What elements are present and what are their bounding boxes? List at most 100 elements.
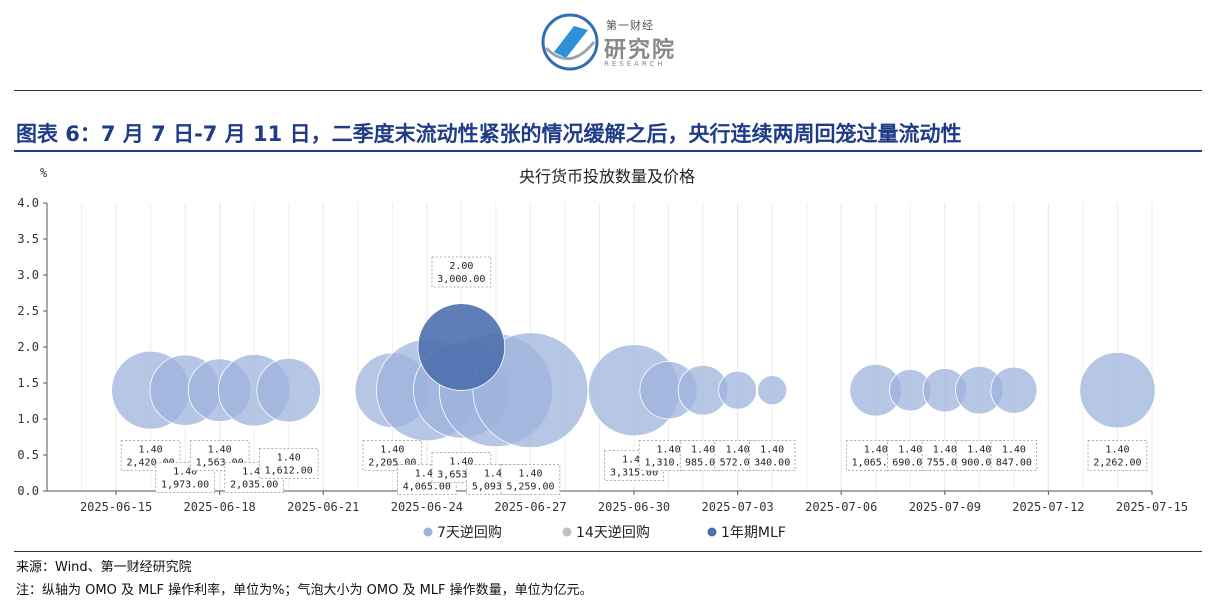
label-box — [748, 440, 796, 472]
bubble-7d-reverse-repo — [990, 366, 1038, 414]
bubble-chart: 央行货币投放数量及价格 % 0.0 0.5 1.0 1.5 2.0 2.5 3.0 3.5 4.… — [0, 155, 1214, 545]
label-amount: 847.00 — [996, 458, 1032, 469]
logo-big-text: 研究院 — [604, 38, 677, 63]
data-label-7d: 1.40 5,259.00 — [500, 464, 561, 496]
axis-note: 注：纵轴为 OMO 及 MLF 操作利率，单位为%；气泡大小为 OMO 及 ML… — [16, 583, 593, 598]
x-tick-label: 2025-06-27 — [494, 500, 566, 514]
bubble-7d-reverse-repo — [256, 357, 321, 423]
label-rate: 1.40 — [484, 469, 508, 480]
chart-title: 央行货币投放数量及价格 — [519, 167, 695, 186]
label-rate: 1.40 — [415, 469, 439, 480]
label-rate: 1.40 — [1105, 445, 1129, 456]
label-rate: 1.40 — [864, 445, 888, 456]
label-rate: 1.40 — [173, 467, 197, 478]
label-rate: 1.40 — [139, 445, 163, 456]
label-amount: 2,420.00 — [127, 458, 175, 469]
data-label-7d: 1.40 2,262.00 — [1087, 440, 1148, 472]
label-amount: 572.00 — [720, 458, 756, 469]
logo-small-text: 第一财经 — [606, 19, 654, 32]
x-tick-label: 2025-06-15 — [80, 500, 152, 514]
figure-title: 图表 6：7 月 7 日-7 月 11 日，二季度末流动性紧张的情况缓解之后，央… — [16, 122, 962, 146]
y-tick-label: 0.5 — [17, 448, 39, 462]
y-tick-label: 3.0 — [17, 268, 39, 282]
x-tick-label: 2025-07-06 — [805, 500, 877, 514]
logo-emblem-icon — [541, 13, 599, 71]
label-rate: 1.40 — [380, 445, 404, 456]
label-amount: 1,065.00 — [852, 458, 900, 469]
y-axis-unit: % — [40, 166, 48, 180]
x-tick-label: 2025-07-09 — [909, 500, 981, 514]
y-axis: 0.0 0.5 1.0 1.5 2.0 2.5 3.0 3.5 4.0 — [17, 196, 48, 498]
logo-sub-text: RESEARCH — [604, 60, 666, 68]
bubble-7d-reverse-repo — [757, 375, 788, 406]
label-amount: 340.00 — [754, 458, 790, 469]
label-rate: 1.40 — [622, 455, 646, 466]
label-amount: 1,612.00 — [265, 466, 313, 477]
label-amount: 2,035.00 — [230, 480, 278, 491]
data-label-7d: 1.40 340.00 — [748, 440, 796, 472]
label-box — [990, 440, 1038, 472]
label-box — [258, 448, 319, 480]
legend-marker — [423, 527, 433, 537]
data-label-7d: 1.40 847.00 — [990, 440, 1038, 472]
source-note: 来源：Wind、第一财经研究院 — [16, 560, 192, 575]
x-tick-label: 2025-06-30 — [598, 500, 670, 514]
bubble-1y-mlf — [417, 303, 506, 391]
label-rate: 1.40 — [518, 469, 542, 480]
x-tick-label: 2025-06-24 — [391, 500, 463, 514]
data-labels: 1.402,420.001.401,973.001.401,563.001.40… — [120, 256, 1148, 496]
y-tick-label: 4.0 — [17, 196, 39, 210]
label-rate: 1.40 — [449, 457, 473, 468]
y-tick-label: 3.5 — [17, 232, 39, 246]
label-rate: 1.40 — [726, 445, 750, 456]
label-amount: 1,310.00 — [644, 458, 692, 469]
label-amount: 4,065.00 — [403, 482, 451, 493]
x-tick-label: 2025-06-18 — [184, 500, 256, 514]
y-tick-label: 2.5 — [17, 304, 39, 318]
label-rate: 1.40 — [691, 445, 715, 456]
label-amount: 3,653.00 — [437, 470, 485, 481]
label-box — [431, 256, 492, 288]
y-tick-label: 1.0 — [17, 412, 39, 426]
x-tick-label: 2025-06-21 — [287, 500, 359, 514]
label-box — [189, 440, 250, 472]
label-rate: 1.40 — [277, 453, 301, 464]
data-label-mlf: 2.00 3,000.00 — [431, 256, 492, 288]
label-rate: 1.40 — [898, 445, 922, 456]
bubble-7d-reverse-repo — [718, 370, 757, 410]
data-label-7d: 1.40 1,563.00 — [189, 440, 250, 472]
x-tick-label: 2025-07-12 — [1012, 500, 1084, 514]
label-rate: 1.40 — [967, 445, 991, 456]
label-box — [362, 440, 423, 472]
data-label-7d: 1.40 3,653.00 — [431, 452, 492, 484]
header-divider — [14, 90, 1202, 91]
bubble-series — [111, 303, 1156, 449]
brand-logo — [540, 12, 700, 72]
label-amount: 985.00 — [685, 458, 721, 469]
x-axis: 2025-06-15 2025-06-18 2025-06-21 2025-06-24… — [47, 490, 1188, 514]
label-rate: 1.40 — [242, 467, 266, 478]
label-amount: 690.00 — [892, 458, 928, 469]
label-amount: 3,315.00 — [610, 468, 658, 479]
x-tick-label: 2025-07-03 — [702, 500, 774, 514]
label-amount: 900.00 — [961, 458, 997, 469]
label-rate: 1.40 — [933, 445, 957, 456]
label-amount: 2,262.00 — [1093, 458, 1141, 469]
chart-svg: 央行货币投放数量及价格 % 0.0 0.5 1.0 1.5 2.0 2.5 3.0 3.5 4.… — [17, 166, 1188, 541]
bubble-7d-reverse-repo — [1079, 352, 1156, 429]
legend-label: 7天逆回购 — [437, 525, 502, 541]
y-tick-label: 1.5 — [17, 376, 39, 390]
label-amount: 1,973.00 — [161, 480, 209, 491]
x-tick-label: 2025-07-15 — [1116, 500, 1188, 514]
label-rate: 1.40 — [657, 445, 681, 456]
legend-marker — [707, 527, 717, 537]
y-tick-label: 2.0 — [17, 340, 39, 354]
label-amount: 5,259.00 — [506, 482, 554, 493]
label-box — [1087, 440, 1148, 472]
y-tick-label: 0.0 — [17, 484, 39, 498]
label-amount: 1,563.00 — [196, 458, 244, 469]
legend: 7天逆回购 14天逆回购 1年期MLF — [423, 525, 786, 541]
label-amount: 3,000.00 — [437, 274, 485, 285]
label-amount: 2,205.00 — [368, 458, 416, 469]
label-rate: 1.40 — [760, 445, 784, 456]
